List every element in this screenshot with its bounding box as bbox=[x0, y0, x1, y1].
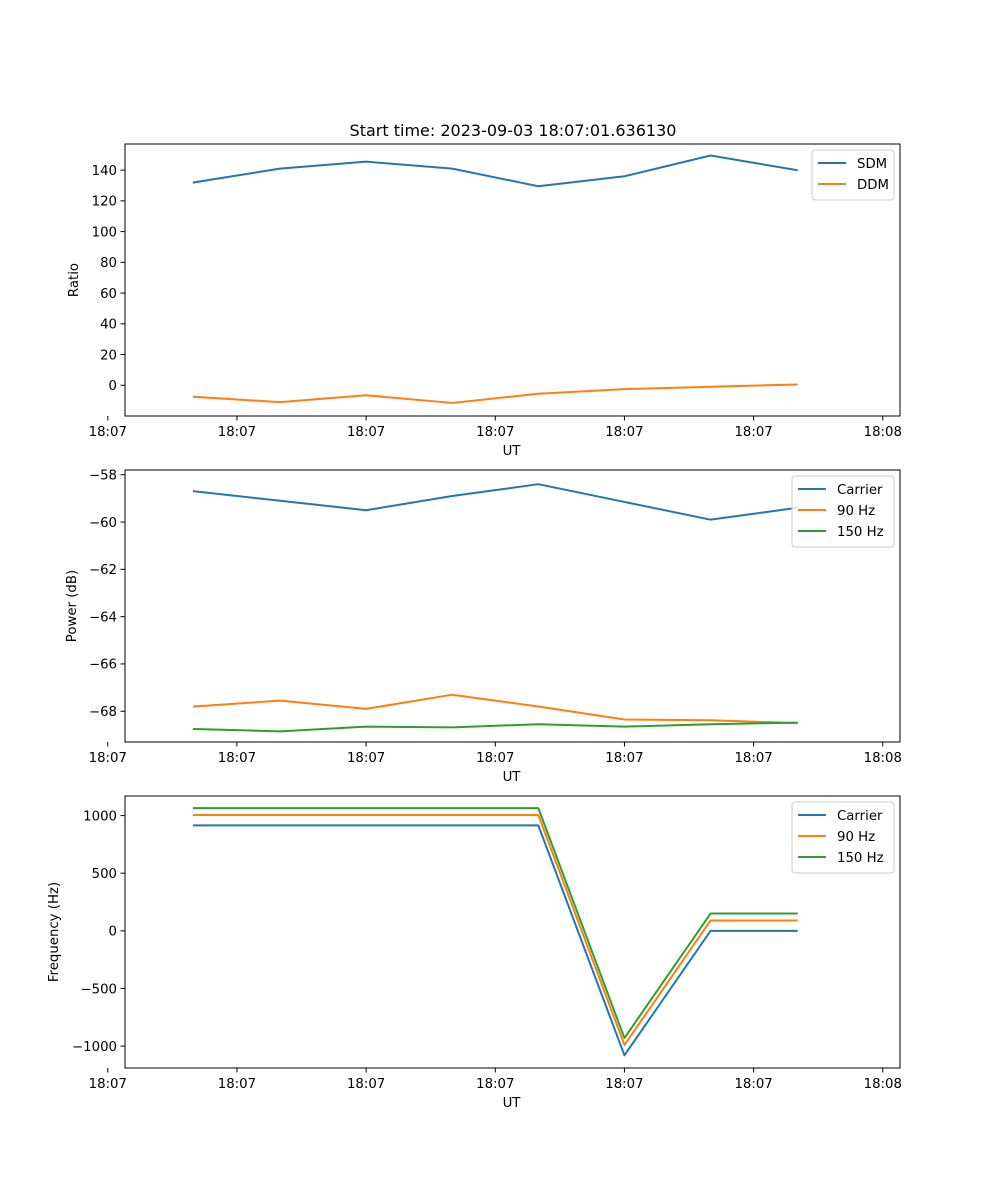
power-y-tick-label: −60 bbox=[89, 516, 117, 531]
power-x-tick-label: 18:07 bbox=[476, 751, 514, 766]
frequency-y-tick-label: −500 bbox=[80, 982, 117, 997]
power-x-tick-label: 18:07 bbox=[218, 751, 256, 766]
power-y-tick-label: −58 bbox=[89, 469, 117, 484]
frequency-legend: Carrier 90 Hz 150 Hz bbox=[791, 801, 895, 874]
chart-title: Start time: 2023-09-03 18:07:01.636130 bbox=[350, 121, 677, 140]
ratio-chart: 18:07 18:07 18:07 18:07 18:07 18:07 18:08 0 20 40… bbox=[67, 143, 902, 459]
ratio-x-tick-label: 18:07 bbox=[89, 425, 127, 440]
frequency-x-tick-label: 18:07 bbox=[347, 1077, 385, 1092]
ratio-legend-label-sdm: SDM bbox=[857, 157, 887, 172]
ratio-y-tick-label: 0 bbox=[109, 379, 117, 394]
power-series-150-hz-line bbox=[192, 721, 798, 733]
power-legend-label-carrier: Carrier bbox=[837, 483, 883, 498]
power-series-carrier-line bbox=[192, 483, 798, 521]
ratio-x-tick-label: 18:08 bbox=[864, 425, 902, 440]
ratio-y-tick-label: 20 bbox=[100, 348, 117, 363]
frequency-legend-label-90-hz: 90 Hz bbox=[837, 830, 875, 845]
frequency-plot-frame bbox=[124, 795, 901, 1069]
frequency-x-tick-label: 18:07 bbox=[89, 1077, 127, 1092]
ratio-legend-label-ddm: DDM bbox=[857, 178, 889, 193]
ratio-y-tick-label: 100 bbox=[92, 225, 117, 240]
frequency-x-axis-label: UT bbox=[503, 1096, 522, 1111]
ratio-plot-frame bbox=[124, 143, 901, 417]
ratio-series-sdm-line bbox=[192, 154, 798, 188]
frequency-x-tick-label: 18:07 bbox=[605, 1077, 643, 1092]
ratio-series-ddm-line bbox=[192, 383, 798, 404]
ratio-y-tick-label: 120 bbox=[92, 195, 117, 210]
frequency-y-tick-label: 500 bbox=[92, 867, 117, 882]
power-y-axis-label: Power (dB) bbox=[65, 570, 80, 642]
frequency-y-tick-label: −1000 bbox=[72, 1040, 117, 1055]
frequency-series-90-hz-line bbox=[192, 814, 798, 1046]
power-series-90-hz-line bbox=[192, 693, 798, 725]
power-x-tick-label: 18:07 bbox=[89, 751, 127, 766]
frequency-legend-label-150-hz: 150 Hz bbox=[837, 851, 884, 866]
ratio-legend: SDM DDM bbox=[811, 149, 895, 201]
power-plot-frame bbox=[124, 469, 901, 743]
frequency-chart: 18:07 18:07 18:07 18:07 18:07 18:07 18:08 −1000… bbox=[47, 795, 902, 1111]
frequency-legend-box bbox=[791, 801, 895, 874]
power-legend-label-90-hz: 90 Hz bbox=[837, 504, 875, 519]
frequency-y-axis-label: Frequency (Hz) bbox=[47, 882, 62, 982]
power-y-tick-label: −66 bbox=[89, 658, 117, 673]
power-y-tick-label: −64 bbox=[89, 610, 117, 625]
power-x-tick-label: 18:07 bbox=[734, 751, 772, 766]
power-chart: 18:07 18:07 18:07 18:07 18:07 18:07 18:08 −68 −6… bbox=[65, 469, 902, 785]
power-legend-label-150-hz: 150 Hz bbox=[837, 525, 884, 540]
ratio-x-tick-label: 18:07 bbox=[605, 425, 643, 440]
power-y-tick-label: −62 bbox=[89, 563, 117, 578]
power-legend: Carrier 90 Hz 150 Hz bbox=[791, 475, 895, 548]
power-x-tick-label: 18:08 bbox=[864, 751, 902, 766]
ratio-y-tick-label: 80 bbox=[100, 256, 117, 271]
frequency-y-tick-label: 1000 bbox=[83, 809, 117, 824]
power-y-tick-label: −68 bbox=[89, 705, 117, 720]
ratio-y-axis-label: Ratio bbox=[67, 263, 82, 297]
frequency-legend-label-carrier: Carrier bbox=[837, 809, 883, 824]
ratio-y-tick-label: 140 bbox=[92, 164, 117, 179]
frequency-y-tick-label: 0 bbox=[109, 925, 117, 940]
power-x-tick-label: 18:07 bbox=[347, 751, 385, 766]
ratio-x-tick-label: 18:07 bbox=[347, 425, 385, 440]
power-legend-box bbox=[791, 475, 895, 548]
frequency-series-150-hz-line bbox=[192, 807, 798, 1040]
ratio-x-tick-label: 18:07 bbox=[218, 425, 256, 440]
power-x-tick-label: 18:07 bbox=[605, 751, 643, 766]
power-x-axis-label: UT bbox=[503, 770, 522, 785]
ratio-x-tick-label: 18:07 bbox=[734, 425, 772, 440]
frequency-x-tick-label: 18:08 bbox=[864, 1077, 902, 1092]
frequency-x-tick-label: 18:07 bbox=[476, 1077, 514, 1092]
ratio-x-tick-label: 18:07 bbox=[476, 425, 514, 440]
frequency-x-tick-label: 18:07 bbox=[218, 1077, 256, 1092]
frequency-series-carrier-line bbox=[192, 824, 798, 1057]
ratio-y-tick-label: 40 bbox=[100, 318, 117, 333]
ratio-x-axis-label: UT bbox=[503, 444, 522, 459]
ratio-y-tick-label: 60 bbox=[100, 287, 117, 302]
frequency-x-tick-label: 18:07 bbox=[734, 1077, 772, 1092]
